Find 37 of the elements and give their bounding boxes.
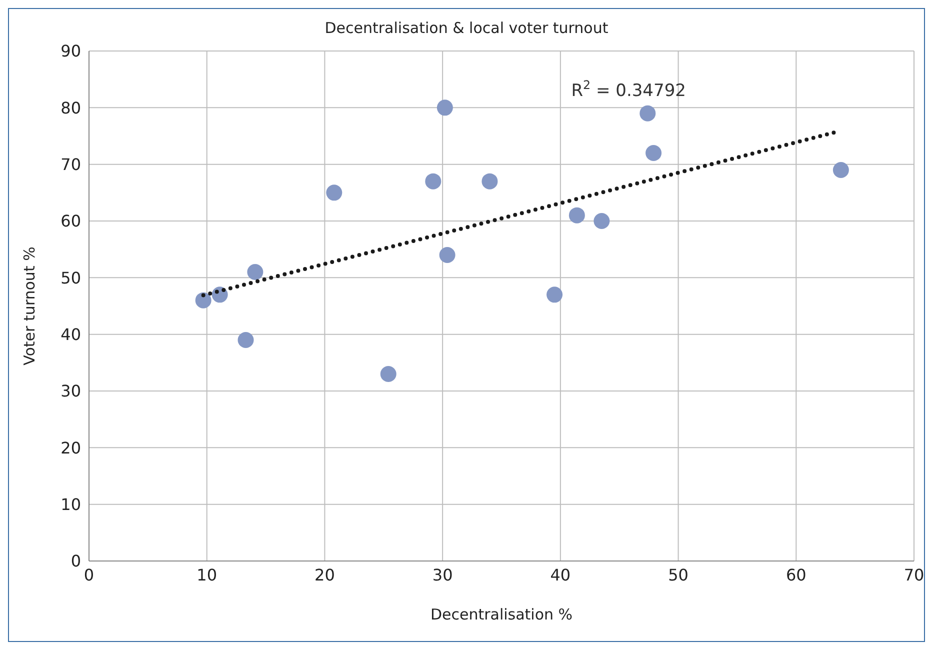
x-tick-label: 30 [432,565,453,584]
x-tick-label: 20 [314,565,335,584]
y-tick-label: 0 [70,552,81,571]
point [439,247,456,263]
point [832,162,849,178]
point [238,332,254,348]
x-tick-label: 0 [84,565,94,584]
point [247,264,264,280]
point [482,173,498,190]
y-tick-label: 90 [60,42,81,61]
y-tick-label: 30 [60,382,81,401]
x-tick-label: 60 [786,565,806,584]
point [380,366,396,382]
point [646,145,662,161]
point [436,100,453,116]
y-tick-label: 80 [60,98,81,118]
point [640,105,656,122]
point [568,207,585,224]
point [425,173,442,190]
chart-title: Decentralisation & local voter turnout [324,18,610,39]
y-tick-label: 40 [60,325,81,344]
annotation: R$^{2}$ = 0.34792 [571,78,686,102]
point [594,213,610,229]
x-tick-label: 10 [196,565,218,584]
point [326,184,342,201]
y-tick-label: 50 [60,268,81,288]
x-tick-label: 50 [668,565,688,584]
y-axis-title: Voter turnout % [20,246,38,366]
point [195,292,212,308]
y-tick-label: 70 [60,155,81,174]
x-tick-label: 40 [550,565,571,584]
y-tick-label: 20 [60,438,81,458]
x-axis-title: Decentralisation % [430,606,573,624]
x-tick-label: 70 [904,565,924,584]
y-tick-label: 60 [60,212,81,231]
point [546,286,563,303]
y-tick-label: 10 [60,495,81,514]
